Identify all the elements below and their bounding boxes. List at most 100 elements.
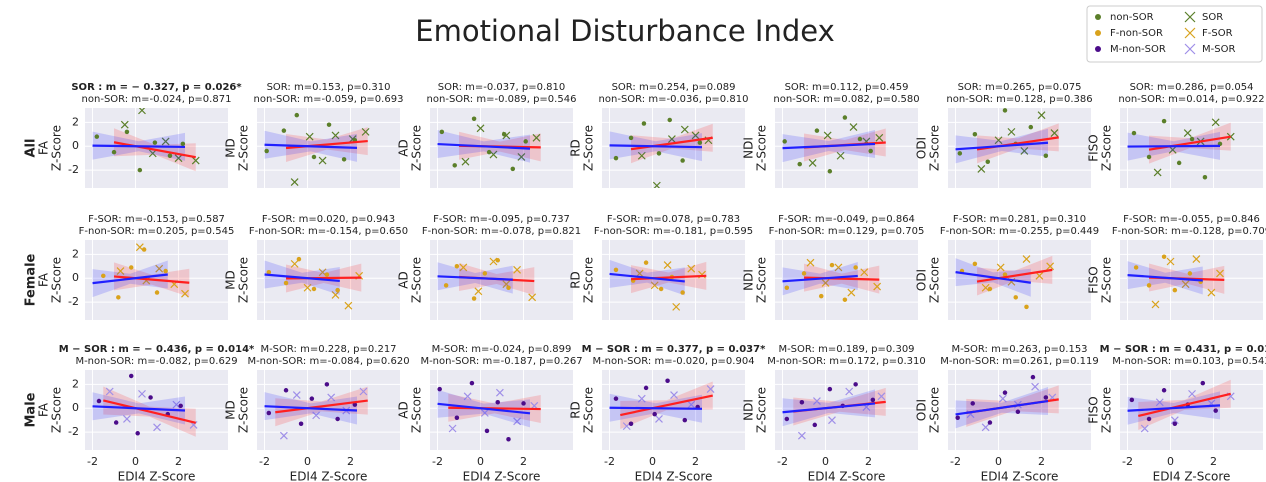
plot-area xyxy=(437,116,541,172)
cross-point xyxy=(808,159,817,167)
cross-point xyxy=(474,287,483,296)
dot-point xyxy=(1146,416,1152,422)
panel-title: F-SOR: m=-0.049, p=0.864 xyxy=(778,214,915,225)
x-tick-label: 0 xyxy=(132,455,139,468)
cross-point xyxy=(1031,382,1040,391)
dot-point xyxy=(163,268,168,274)
y-axis-label: Z-Score xyxy=(928,257,942,303)
y-axis-label: Z-Score xyxy=(582,257,596,303)
plot-area xyxy=(782,382,886,440)
plot-area xyxy=(92,243,190,300)
y-axis-label: Z-Score xyxy=(1100,125,1114,171)
dot-point xyxy=(1146,283,1152,288)
fit-line xyxy=(264,405,358,412)
x-tick-label: 2 xyxy=(865,455,872,468)
dot-point xyxy=(1187,271,1193,276)
cross-point xyxy=(513,417,522,426)
dot-point xyxy=(682,417,688,423)
cross-point xyxy=(279,431,288,440)
dot-point xyxy=(1161,254,1167,259)
panel-title: SOR: m=0.153, p=0.310 xyxy=(267,82,391,93)
dot-point xyxy=(1172,421,1178,426)
y-axis-label: AD xyxy=(397,401,411,418)
x-tick-label: 0 xyxy=(995,455,1002,468)
y-axis-label: Z-Score xyxy=(928,387,942,433)
y-axis-label: ODI xyxy=(915,137,929,159)
dot-point xyxy=(665,378,670,383)
plot-background xyxy=(602,108,745,188)
dot-point xyxy=(1028,124,1034,130)
x-axis-label: EDI4 Z-Score xyxy=(118,470,196,482)
dot-point xyxy=(870,397,876,403)
dot-point xyxy=(628,421,634,426)
dot-point xyxy=(113,420,119,425)
cross-point xyxy=(138,389,146,398)
y-tick-label: 0 xyxy=(72,401,79,414)
panel-title: non-SOR: m=0.128, p=0.386 xyxy=(946,94,1092,105)
dot-point xyxy=(613,267,619,273)
dot-point xyxy=(439,129,445,135)
dot-point xyxy=(506,285,511,291)
dot-point xyxy=(1043,395,1049,400)
cross-point xyxy=(1211,118,1220,127)
legend-marker xyxy=(1184,43,1196,55)
panel-title: non-SOR: m=-0.024, p=0.871 xyxy=(82,94,232,105)
cross-point xyxy=(1216,269,1224,278)
fit-line xyxy=(437,402,531,415)
cross-point xyxy=(459,263,468,272)
cross-point xyxy=(305,132,314,141)
cross-point xyxy=(489,257,498,266)
panel-title: SOR: m=0.254, p=0.089 xyxy=(612,82,736,93)
dot-point xyxy=(1176,160,1182,166)
dot-point xyxy=(523,139,528,144)
y-axis-label: Z-Score xyxy=(410,387,424,433)
fit-line xyxy=(103,399,197,424)
dot-point xyxy=(812,422,818,428)
dot-point xyxy=(452,163,457,168)
cross-point xyxy=(290,178,299,186)
dot-point xyxy=(613,155,619,161)
dot-point xyxy=(1161,118,1167,124)
dot-point xyxy=(335,416,340,422)
panel-title: M-non-SOR: m=0.172, p=0.310 xyxy=(767,356,926,367)
panel-title: M-non-SOR: m=-0.020, p=0.904 xyxy=(592,356,754,367)
dot-point xyxy=(486,149,492,155)
dot-point xyxy=(829,262,835,268)
dot-point xyxy=(137,167,143,173)
cross-point xyxy=(996,263,1005,272)
panel-title: F-non-SOR: m=-0.181, p=0.595 xyxy=(594,226,753,237)
cross-point xyxy=(495,388,504,397)
panel-title: M-non-SOR: m=-0.187, p=0.267 xyxy=(420,356,582,367)
row-label: Male xyxy=(24,392,39,427)
fit-line xyxy=(113,275,190,284)
y-axis-label: MD xyxy=(224,270,238,290)
x-tick-label: -2 xyxy=(777,455,788,468)
dot-point xyxy=(680,290,685,295)
x-tick-label: -2 xyxy=(1122,455,1133,468)
cross-point xyxy=(344,301,353,310)
plot-area xyxy=(1127,118,1235,180)
dot-point xyxy=(294,112,300,118)
cross-point xyxy=(687,400,696,409)
dot-point xyxy=(96,398,102,404)
panel-title: F-SOR: m=-0.153, p=0.587 xyxy=(88,214,225,225)
dot-point xyxy=(154,290,160,295)
y-axis-label: Z-Score xyxy=(237,257,251,303)
legend-label: F-non-SOR xyxy=(1110,28,1163,39)
y-axis-label: AD xyxy=(397,139,411,156)
y-tick-label: 0 xyxy=(72,139,79,152)
panel-title: F-SOR: m=-0.095, p=0.737 xyxy=(433,214,570,225)
dot-point xyxy=(972,132,978,137)
fit-line xyxy=(1148,135,1231,151)
y-tick-label: 2 xyxy=(72,377,79,390)
cross-point xyxy=(1166,257,1175,266)
dot-point xyxy=(471,116,477,121)
panel-title: F-SOR: m=-0.055, p=0.846 xyxy=(1123,214,1260,225)
panel-title: F-non-SOR: m=-0.128, p=0.709 xyxy=(1112,226,1266,237)
dot-point xyxy=(152,140,158,145)
x-tick-label: 0 xyxy=(1167,455,1174,468)
dot-point xyxy=(1133,265,1139,270)
dot-point xyxy=(853,382,858,387)
cross-point xyxy=(528,293,537,302)
